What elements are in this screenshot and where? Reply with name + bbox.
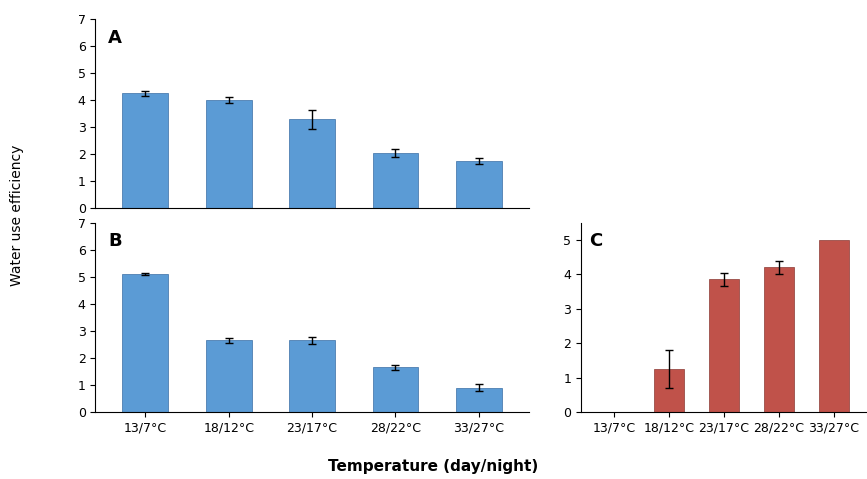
Text: C: C [590, 232, 603, 250]
Text: A: A [108, 29, 122, 46]
Text: Temperature (day/night): Temperature (day/night) [329, 459, 538, 474]
Text: B: B [108, 232, 122, 250]
Bar [373, 367, 419, 412]
Bar [373, 153, 419, 208]
Bar [654, 369, 684, 412]
Bar [764, 267, 794, 412]
Bar [122, 93, 168, 208]
Bar [122, 274, 168, 412]
Bar [205, 340, 251, 412]
Bar [290, 119, 335, 208]
Bar [205, 100, 251, 208]
Bar [290, 340, 335, 412]
Text: Water use efficiency: Water use efficiency [10, 145, 24, 286]
Bar [456, 161, 502, 208]
Bar [709, 280, 739, 412]
Bar [818, 240, 849, 412]
Bar [456, 388, 502, 412]
